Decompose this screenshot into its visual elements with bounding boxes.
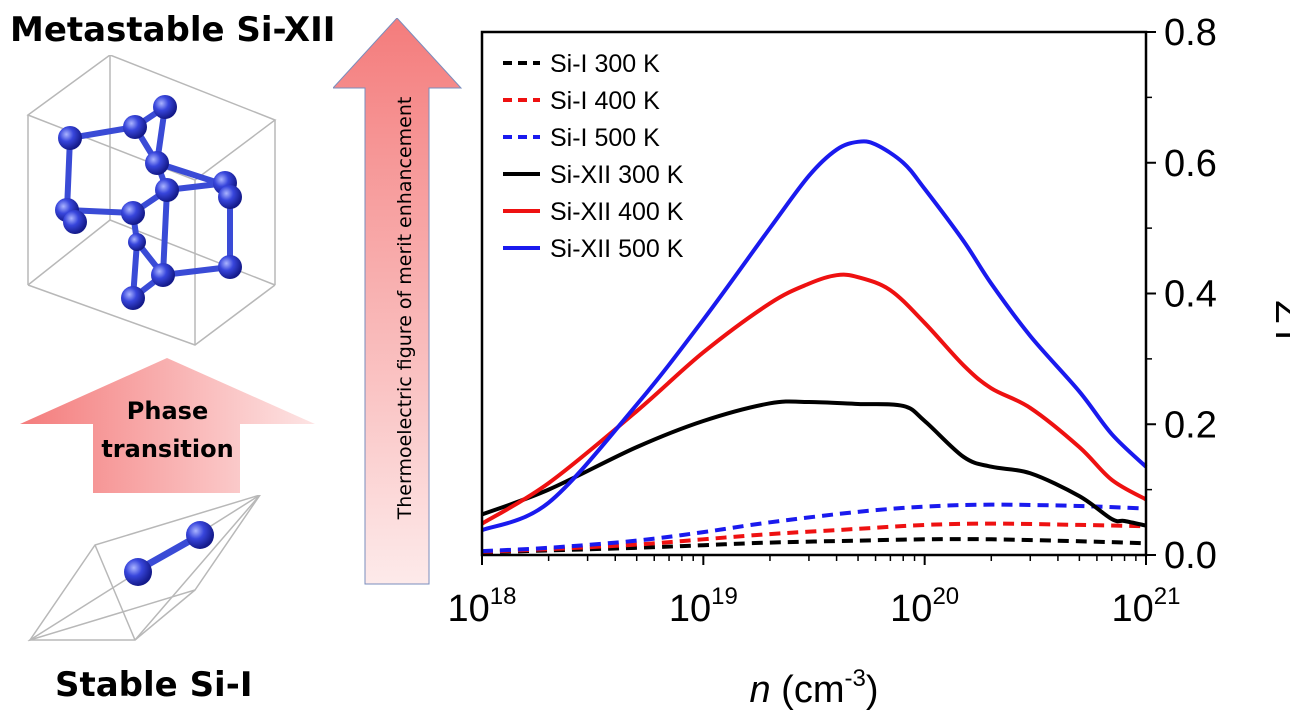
atom bbox=[63, 210, 87, 234]
y-axis-label: ZT bbox=[1267, 300, 1290, 346]
x-tick-exp: 19 bbox=[711, 583, 738, 610]
series-line bbox=[481, 521, 1147, 554]
x-tick-label: 1019 bbox=[669, 583, 738, 630]
x-tick-exp: 18 bbox=[490, 583, 517, 610]
bonds bbox=[64, 104, 233, 301]
x-tick-label: 1020 bbox=[890, 583, 959, 630]
enhancement-arrow bbox=[333, 18, 463, 585]
legend-label: Si-I 300 K bbox=[550, 50, 660, 78]
phase-transition-label: Phase transition bbox=[20, 392, 315, 468]
series-line bbox=[481, 537, 1147, 555]
x-axis-unit-close: ) bbox=[866, 669, 879, 711]
metastable-label: Metastable Si-XII bbox=[10, 10, 336, 50]
y-tick-label: 0.4 bbox=[1164, 274, 1217, 316]
stable-label: Stable Si-I bbox=[55, 665, 253, 705]
phase-label-line2: transition bbox=[101, 435, 234, 463]
series-line bbox=[481, 502, 1147, 554]
atom bbox=[218, 185, 242, 209]
si-i-structure-illustration bbox=[27, 495, 261, 642]
atom bbox=[121, 286, 145, 310]
series-line bbox=[481, 139, 1148, 533]
y-tick-label: 0.2 bbox=[1164, 404, 1217, 446]
x-tick-exp: 21 bbox=[1154, 583, 1181, 610]
atom bbox=[58, 126, 82, 150]
atom bbox=[145, 151, 169, 175]
atom bbox=[124, 558, 152, 586]
legend-label: Si-XII 400 K bbox=[550, 198, 684, 226]
legend-label: Si-XII 300 K bbox=[550, 161, 684, 189]
atom bbox=[123, 115, 147, 139]
x-tick-label: 1021 bbox=[1112, 583, 1181, 630]
x-tick-base: 10 bbox=[448, 588, 490, 630]
legend-label: Si-I 400 K bbox=[550, 87, 660, 115]
atom bbox=[155, 178, 179, 202]
legend: Si-I 300 K Si-I 400 K Si-I 500 K Si-XII 300… bbox=[503, 50, 684, 263]
plot-frame bbox=[480, 30, 1148, 557]
legend-label: Si-I 500 K bbox=[550, 124, 660, 152]
x-tick-base: 10 bbox=[669, 588, 711, 630]
enhancement-label: Thermoelectric figure of merit enhanceme… bbox=[394, 96, 416, 519]
zt-chart: Si-I 300 K Si-I 400 K Si-I 500 K Si-XII 300… bbox=[448, 12, 1290, 711]
series-lines bbox=[480, 139, 1148, 555]
atom bbox=[186, 521, 214, 549]
si-xii-structure-illustration bbox=[26, 55, 277, 346]
unit-cell-box bbox=[26, 55, 277, 346]
x-tick-exp: 20 bbox=[932, 583, 959, 610]
x-axis-unit: (cm bbox=[771, 669, 845, 711]
x-tick-label: 1018 bbox=[448, 583, 517, 630]
atom bbox=[121, 201, 145, 225]
atom bbox=[151, 263, 175, 287]
phase-transition-arrow bbox=[20, 358, 315, 493]
x-tick-base: 10 bbox=[890, 588, 932, 630]
x-axis-var: n bbox=[749, 669, 770, 711]
series-line bbox=[480, 272, 1147, 526]
si-atoms bbox=[55, 95, 242, 310]
y-tick-label: 0.8 bbox=[1164, 12, 1217, 54]
x-axis-unit-exp: -3 bbox=[845, 665, 866, 692]
x-axis-label: n (cm-3) bbox=[749, 665, 878, 711]
y-tick-label: 0.0 bbox=[1164, 535, 1217, 577]
atom bbox=[128, 233, 146, 251]
legend-label: Si-XII 500 K bbox=[550, 235, 684, 263]
y-tick-label: 0.6 bbox=[1164, 143, 1217, 185]
atom bbox=[218, 255, 242, 279]
atom bbox=[153, 95, 177, 119]
phase-label-line1: Phase bbox=[126, 397, 209, 425]
series-line bbox=[481, 399, 1147, 528]
x-tick-base: 10 bbox=[1112, 588, 1154, 630]
